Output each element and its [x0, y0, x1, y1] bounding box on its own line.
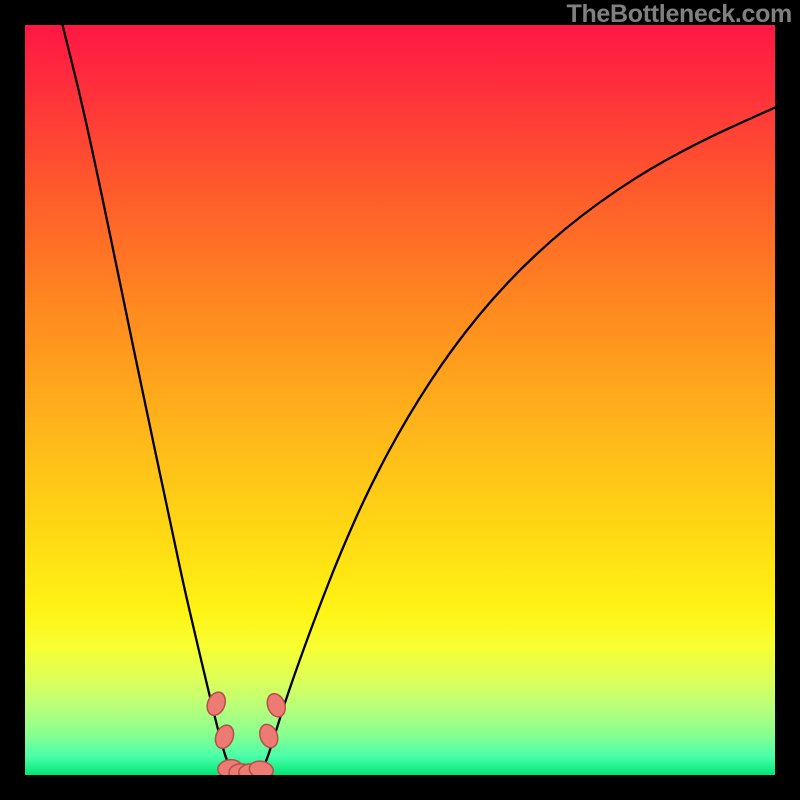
bottleneck-chart: [25, 25, 775, 775]
plot-area: [25, 25, 775, 775]
chart-frame: TheBottleneck.com: [0, 0, 800, 800]
gradient-background: [25, 25, 775, 775]
watermark-text: TheBottleneck.com: [566, 0, 792, 29]
